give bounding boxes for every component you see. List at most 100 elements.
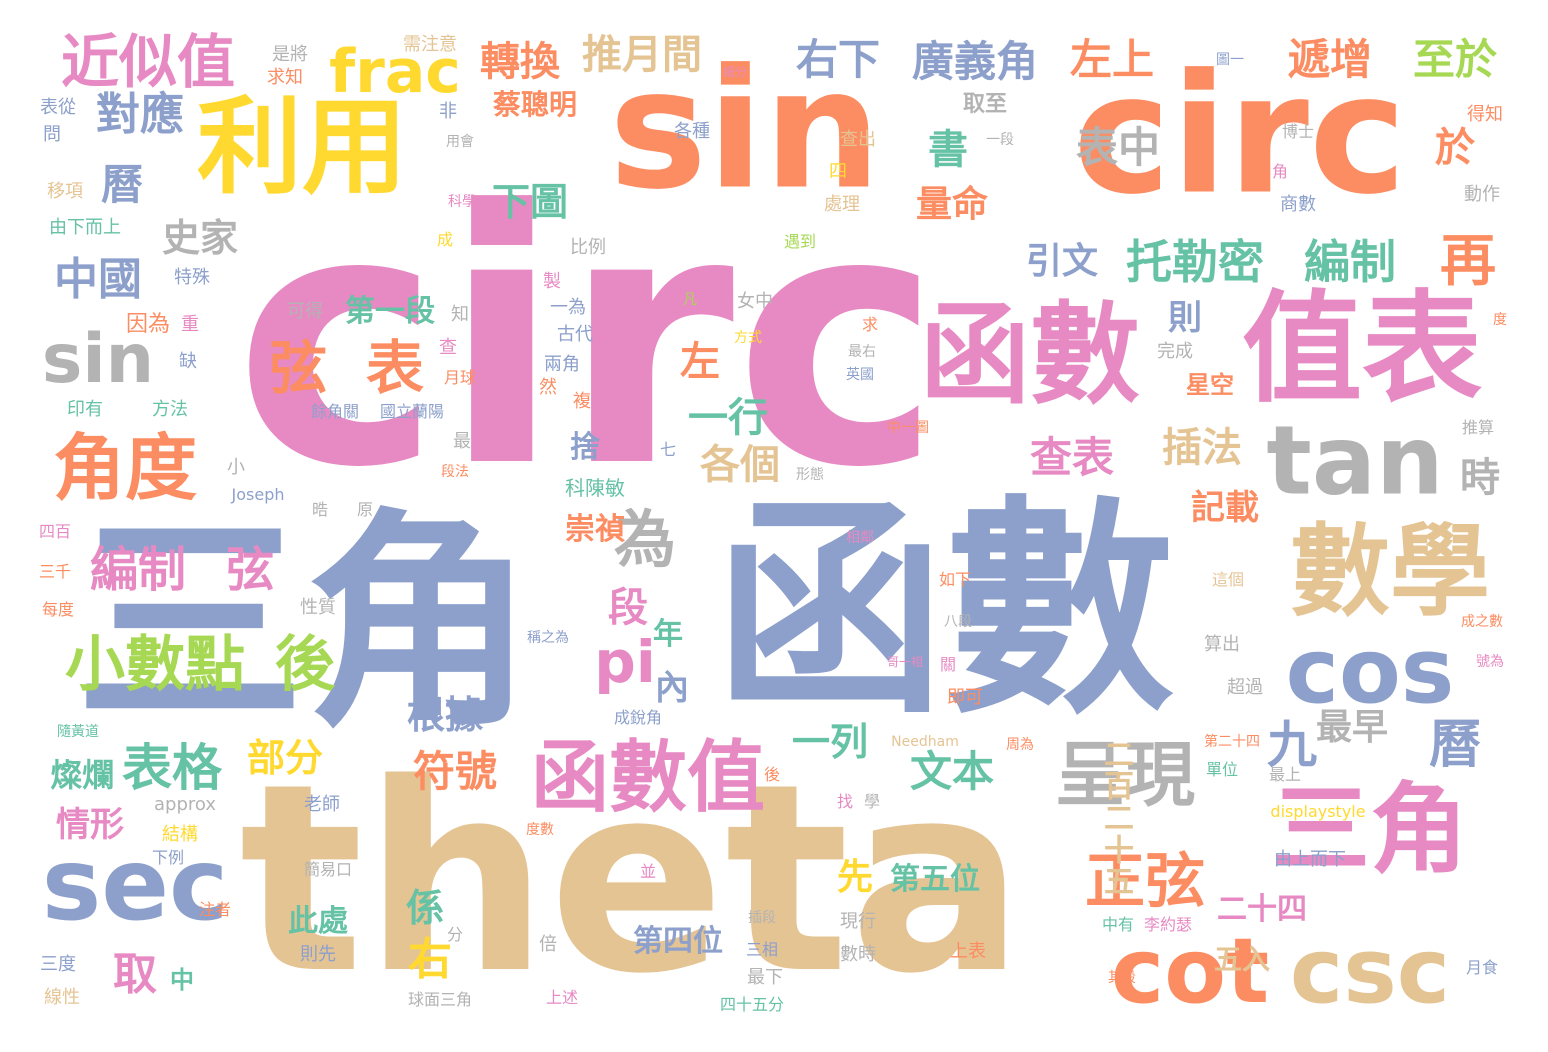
word-chuli: 處理	[824, 194, 860, 215]
word-hanshuzhi: 函數值	[530, 733, 766, 823]
word-qi: 七	[659, 440, 677, 459]
word-yiduan: 一段	[986, 132, 1014, 148]
word-liyong: 利用	[196, 86, 408, 209]
word-pi: pi	[594, 628, 656, 696]
word-xingtai: 形態	[796, 467, 824, 483]
word-wen: 問	[43, 124, 61, 145]
word-zuoshang: 左上	[1069, 35, 1155, 84]
word-theta: theta	[239, 729, 1025, 1031]
word-shangshu-quot: 商數	[1280, 194, 1316, 215]
word-jiu: 九	[1267, 716, 1317, 774]
word-ershisi: 二十四	[1217, 892, 1307, 927]
word-zhongyitu: 中一圖	[887, 420, 929, 436]
word-yixiang: 移項	[47, 181, 83, 202]
word-xian-first: 先	[836, 857, 874, 898]
word-shuxue: 數學	[1290, 513, 1490, 630]
word-jike: 即可	[947, 687, 983, 708]
word-du: 度	[1493, 312, 1507, 328]
word-zuixia: 最下	[747, 967, 783, 988]
word-xiali: 下例	[151, 848, 185, 867]
word-xiaoshudian: 小數點	[65, 630, 245, 700]
word-jizai: 記載	[1191, 488, 1259, 528]
word-shijia: 史家	[161, 216, 239, 260]
word-zhong: 中	[170, 966, 194, 994]
word-diyiduan: 第一段	[345, 294, 435, 329]
word-shushi: 數時	[840, 944, 876, 965]
word-chachu: 查出	[840, 129, 876, 150]
word-jiao-small: 角	[1271, 162, 1289, 181]
word-yingguo: 英國	[846, 367, 874, 383]
word-kexue: 科學	[448, 194, 476, 210]
word-yinwen: 引文	[1025, 241, 1099, 282]
word-yueshi: 月食	[1465, 958, 1499, 977]
word-ran: 然	[539, 377, 557, 398]
word-que: 缺	[179, 351, 197, 372]
word-csc: csc	[1289, 919, 1451, 1024]
word-xi: 係	[405, 886, 445, 930]
word-approx: approx	[154, 794, 216, 815]
word-sanqian: 三千	[38, 562, 72, 581]
word-geyixiang: 哥一相	[886, 655, 924, 669]
word-zai: 再	[1440, 229, 1496, 294]
word-sanjiao-large: 三角	[74, 491, 536, 758]
word-gege: 各個	[700, 442, 780, 488]
word-zhuzhe: 注者	[198, 900, 232, 919]
word-xifen: 細分	[722, 65, 748, 79]
word-bei: 倍	[539, 934, 557, 955]
word-biaocong: 表從	[40, 97, 76, 118]
word-sandu: 三度	[40, 954, 76, 975]
word-xianxing-cur: 現行	[840, 911, 876, 932]
word-haowei: 號為	[1476, 654, 1504, 670]
word-diwuwei: 第五位	[890, 862, 980, 897]
word-li-right: 曆	[1428, 715, 1482, 775]
word-wancheng: 完成	[1157, 341, 1193, 362]
word-qiuzhi: 求知	[267, 67, 303, 88]
word-wenben: 文本	[909, 747, 995, 796]
word-danwei: 單位	[1205, 760, 1239, 779]
word-xian-orange: 弦	[268, 334, 328, 402]
word-xian-pink: 弦	[225, 542, 275, 598]
word-kede: 可得	[287, 301, 323, 322]
word-xuzhuyi: 需注意	[403, 34, 457, 55]
word-baduan: 八段	[944, 614, 972, 630]
word-sishiwufen: 四十五分	[719, 995, 785, 1014]
word-zhi: 製	[543, 271, 561, 292]
word-dushu: 度數	[526, 822, 554, 838]
word-zongjiao: 總角	[722, 165, 748, 179]
word-hou: 後	[275, 630, 335, 700]
word-yihang: 一行	[688, 395, 768, 441]
word-shangshu: 上述	[545, 988, 579, 1007]
word-meidu: 每度	[41, 600, 75, 619]
word-suihuangdao: 隨黃道	[57, 724, 99, 740]
word-jiegou: 結構	[162, 824, 198, 845]
word-hou-small: 後	[763, 765, 781, 784]
word-fuhao: 符號	[412, 747, 498, 796]
word-jianyi: 簡易口	[303, 860, 353, 879]
word-boshi: 博士	[1281, 122, 1315, 141]
word-cot: cot	[1110, 919, 1270, 1024]
word-ze: 則	[1168, 298, 1202, 338]
word-si: 四	[829, 161, 847, 182]
word-yudao: 遇到	[783, 232, 817, 251]
word-zhengxian: 正弦	[1085, 847, 1205, 917]
word-she: 捨	[570, 430, 600, 465]
word-tuolemi: 托勒密	[1126, 235, 1264, 289]
word-guolilanyang: 國立蘭陽	[379, 402, 445, 421]
word-needham: Needham	[891, 734, 959, 750]
word-xue: 學	[863, 792, 881, 811]
word-biao-orange: 表	[365, 334, 425, 402]
word-chengzhiwei: 稱之為	[527, 630, 569, 646]
word-teshu: 特殊	[174, 267, 210, 288]
word-yinyou: 印有	[67, 399, 103, 420]
word-chabiao: 查表	[1029, 433, 1115, 482]
word-zhouwei: 周為	[1006, 737, 1034, 753]
word-frac: frac	[329, 37, 461, 107]
word-joseph: Joseph	[231, 485, 285, 504]
word-liyuese: 李約瑟	[1143, 915, 1193, 934]
word-sin-orange: sin	[608, 33, 882, 226]
word-caicongming: 蔡聰明	[492, 88, 578, 121]
word-disiwei: 第四位	[633, 924, 723, 959]
word-zhong-heavy: 重	[181, 314, 199, 335]
word-fei: 非	[439, 101, 457, 122]
word-zhege: 這個	[1211, 570, 1245, 589]
